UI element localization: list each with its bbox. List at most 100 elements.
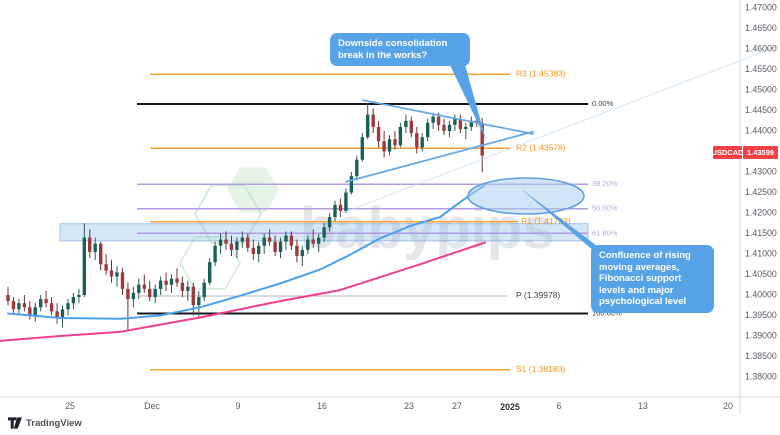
candle-body: [93, 243, 97, 252]
price-axis-label: 1.45500: [745, 64, 777, 74]
last-price-label: 1.43599: [743, 146, 778, 159]
time-axis-label: Dec: [144, 401, 160, 411]
candle-body: [99, 243, 103, 265]
time-axis-label: 9: [236, 401, 241, 411]
candle-body: [6, 295, 10, 302]
candle-body: [158, 280, 163, 289]
candle-body: [77, 295, 81, 297]
price-axis-label: 1.44000: [745, 125, 777, 135]
candle-body: [333, 204, 337, 218]
candle-body: [469, 120, 473, 127]
price-axis-label: 1.45000: [745, 84, 777, 94]
annotation-downside-callout[interactable]: Downside consolidation break in the work…: [330, 33, 470, 66]
candle-body: [120, 272, 125, 289]
tradingview-attribution[interactable]: TradingView: [8, 417, 82, 429]
level-label: 61.80%: [592, 228, 618, 237]
moving-average-slow-line[interactable]: [0, 241, 486, 342]
time-axis[interactable]: 25 Dec 9 16 23 27 2025 6 13 20: [65, 401, 733, 412]
price-axis-label: 1.46000: [745, 43, 777, 53]
candle-body: [131, 292, 136, 300]
candle-body: [322, 227, 326, 238]
candle-body: [197, 297, 201, 306]
price-axis-label: 1.44500: [745, 105, 777, 115]
candle-body: [284, 235, 288, 242]
candle-body: [300, 249, 304, 257]
symbol-price-tag: USDCAD 1.43599: [711, 146, 778, 159]
candle-body: [175, 278, 179, 283]
candle-body: [480, 122, 484, 156]
level-label: P (1.39978): [516, 290, 560, 300]
time-axis-label: 2025: [500, 402, 520, 412]
candle-body: [267, 237, 272, 242]
candle-body: [229, 243, 234, 250]
moving-average-fast-line[interactable]: [7, 184, 486, 320]
candle-body: [464, 126, 468, 129]
candle-body: [387, 139, 392, 152]
price-axis-label: 1.47000: [745, 2, 777, 12]
price-axis-label: 1.39000: [745, 330, 777, 340]
triangle-trendline-lower[interactable]: [345, 130, 534, 183]
candle-body: [55, 311, 59, 318]
price-axis-label: 1.42500: [745, 187, 777, 197]
candle-body: [355, 159, 359, 177]
tradingview-logo-icon: [8, 417, 22, 429]
candle-body: [257, 245, 261, 254]
candle-body: [289, 235, 294, 246]
candle-body: [327, 217, 332, 228]
price-axis-label: 1.41500: [745, 228, 777, 238]
candle-body: [398, 126, 403, 146]
candle-body: [273, 241, 277, 252]
candle-body: [442, 124, 446, 131]
candle-body: [208, 262, 212, 283]
symbol-label: USDCAD: [711, 146, 744, 159]
candle-body: [311, 239, 315, 244]
candle-body: [366, 114, 370, 138]
candle-body: [180, 282, 185, 291]
confluence-highlight-ellipse[interactable]: [467, 177, 585, 215]
callout-tail-0: [448, 61, 486, 140]
candle-body: [186, 286, 190, 291]
candle-body: [22, 303, 27, 308]
candle-body: [404, 120, 408, 127]
candle-body: [191, 286, 195, 306]
time-axis-label: 27: [452, 401, 462, 411]
candle-body: [382, 141, 386, 152]
annotation-confluence-text: Confluence of rising moving averages, Fi…: [599, 250, 691, 307]
price-axis-label: 1.40500: [745, 269, 777, 279]
annotation-confluence-callout[interactable]: Confluence of rising moving averages, Fi…: [591, 245, 714, 313]
candle-body: [39, 299, 43, 308]
candle-body: [218, 239, 223, 246]
candle-body: [49, 303, 54, 312]
candle-body: [376, 126, 381, 142]
annotation-downside-text: Downside consolidation break in the work…: [338, 38, 448, 61]
candle-body: [88, 237, 92, 252]
triangle-trendline-upper[interactable]: [362, 99, 534, 135]
time-axis-label: 6: [557, 401, 562, 411]
candle-body: [153, 288, 157, 298]
price-axis-label: 1.42000: [745, 207, 777, 217]
candle-body: [44, 299, 48, 304]
watermark-hexagon: [193, 184, 263, 244]
level-label: R3 (1.45383): [516, 69, 566, 79]
trendline-extension-ray[interactable]: [339, 45, 779, 215]
price-axis[interactable]: 1.47000 1.46500 1.46000 1.45500 1.45000 1.445…: [745, 2, 777, 381]
level-label: R2 (1.43578): [516, 143, 566, 153]
candle-body: [278, 241, 283, 252]
candle-body: [393, 139, 397, 146]
time-axis-label: 16: [317, 401, 327, 411]
time-axis-label: 20: [723, 401, 733, 411]
candle-body: [11, 301, 16, 310]
watermark-hexagon: [227, 167, 279, 213]
level-label: 0.00%: [592, 99, 614, 108]
price-axis-label: 1.38500: [745, 351, 777, 361]
candle-body: [317, 237, 321, 244]
candle-body: [224, 239, 228, 244]
candle-body: [33, 307, 37, 316]
level-label: S1 (1.38183): [516, 364, 565, 374]
candle-body: [240, 237, 245, 242]
candle-body: [235, 241, 239, 250]
candle-body: [164, 280, 168, 285]
